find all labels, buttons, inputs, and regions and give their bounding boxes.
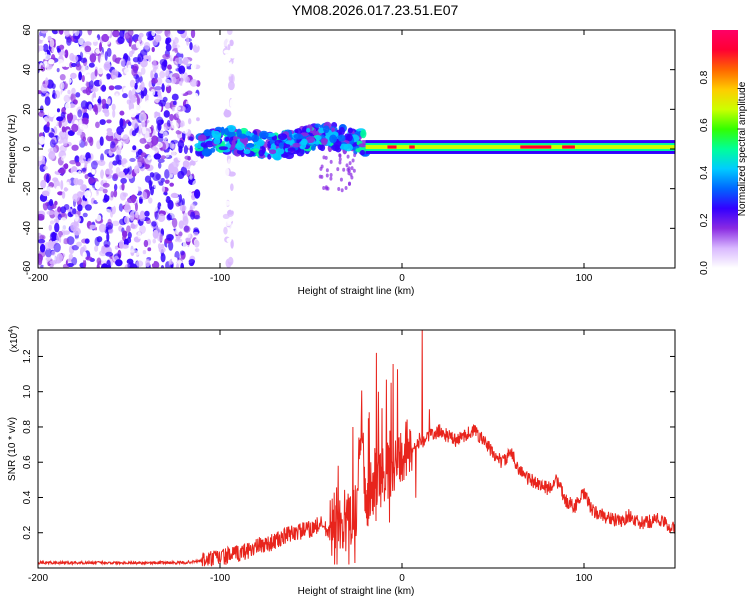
- snr-ytick-label: 0.8: [22, 420, 33, 434]
- snr-ylabel: SNR (10 * v/v): [7, 417, 18, 481]
- heatmap-xlabel: Height of straight line (km): [298, 286, 415, 297]
- heatmap-ytick-label: 0: [22, 146, 33, 152]
- heatmap-ytick-label: 40: [22, 64, 33, 76]
- snr-yscale-close: ): [9, 326, 20, 329]
- snr-xtick-label: 0: [399, 573, 405, 584]
- heatmap-xtick-label: 0: [399, 273, 405, 284]
- colorbar-tick-label: 0.0: [699, 261, 710, 275]
- heatmap-ytick-label: -20: [22, 181, 33, 196]
- heatmap-ytick-label: -60: [22, 260, 33, 275]
- colorbar-tick-label: 0.2: [699, 213, 710, 227]
- heatmap-chart: -200 -100 0 100 60 40 20 0 -20 -40 -60 Height of …: [7, 24, 676, 297]
- heatmap-ytick-label: 20: [22, 103, 33, 115]
- snr-yscale: (x104): [8, 326, 20, 353]
- snr-chart: -200 -100 0 100 0.2 0.4 0.6 0.8 1.0 1.2 Height o…: [7, 326, 676, 597]
- snr-series-line: [38, 330, 675, 567]
- snr-yscale-exp: 4: [8, 329, 15, 333]
- heatmap-region-band-turbulent: [194, 121, 371, 193]
- chart-title: YM08.2026.017.23.51.E07: [292, 2, 459, 18]
- heatmap-region-band-steady: [365, 140, 675, 154]
- snr-ytick-label: 1.0: [22, 384, 33, 398]
- heatmap-region-noise: [38, 30, 201, 268]
- snr-xtick-label: 100: [576, 573, 593, 584]
- snr-ytick-label: 0.2: [22, 525, 33, 539]
- snr-ytick-label: 0.4: [22, 490, 33, 504]
- colorbar-label: Normalized spectral amplitude: [737, 81, 748, 216]
- snr-frame: [37, 329, 676, 569]
- colorbar-tick-label: 0.6: [699, 118, 710, 132]
- heatmap-ytick-label: 60: [22, 24, 33, 36]
- heatmap-xtick-label: -100: [210, 273, 230, 284]
- colorbar: 0.0 0.2 0.4 0.6 0.8 Normalized spectral ampl…: [699, 30, 748, 275]
- snr-xtick-label: -200: [28, 573, 48, 584]
- snr-yscale-base: (x10: [9, 332, 20, 352]
- heatmap-ylabel: Frequency (Hz): [7, 115, 18, 184]
- snr-ytick-label: 1.2: [22, 349, 33, 363]
- heatmap-xtick-label: 100: [576, 273, 593, 284]
- colorbar-tick-label: 0.4: [699, 165, 710, 179]
- snr-xlabel: Height of straight line (km): [298, 586, 415, 597]
- colorbar-gradient: [712, 30, 738, 268]
- snr-ytick-label: 0.6: [22, 455, 33, 469]
- heatmap-xtick-label: -200: [28, 273, 48, 284]
- snr-xtick-label: -100: [210, 573, 230, 584]
- heatmap-region-noise-gap: [221, 30, 237, 268]
- colorbar-tick-label: 0.8: [699, 70, 710, 84]
- heatmap-ytick-label: -40: [22, 221, 33, 236]
